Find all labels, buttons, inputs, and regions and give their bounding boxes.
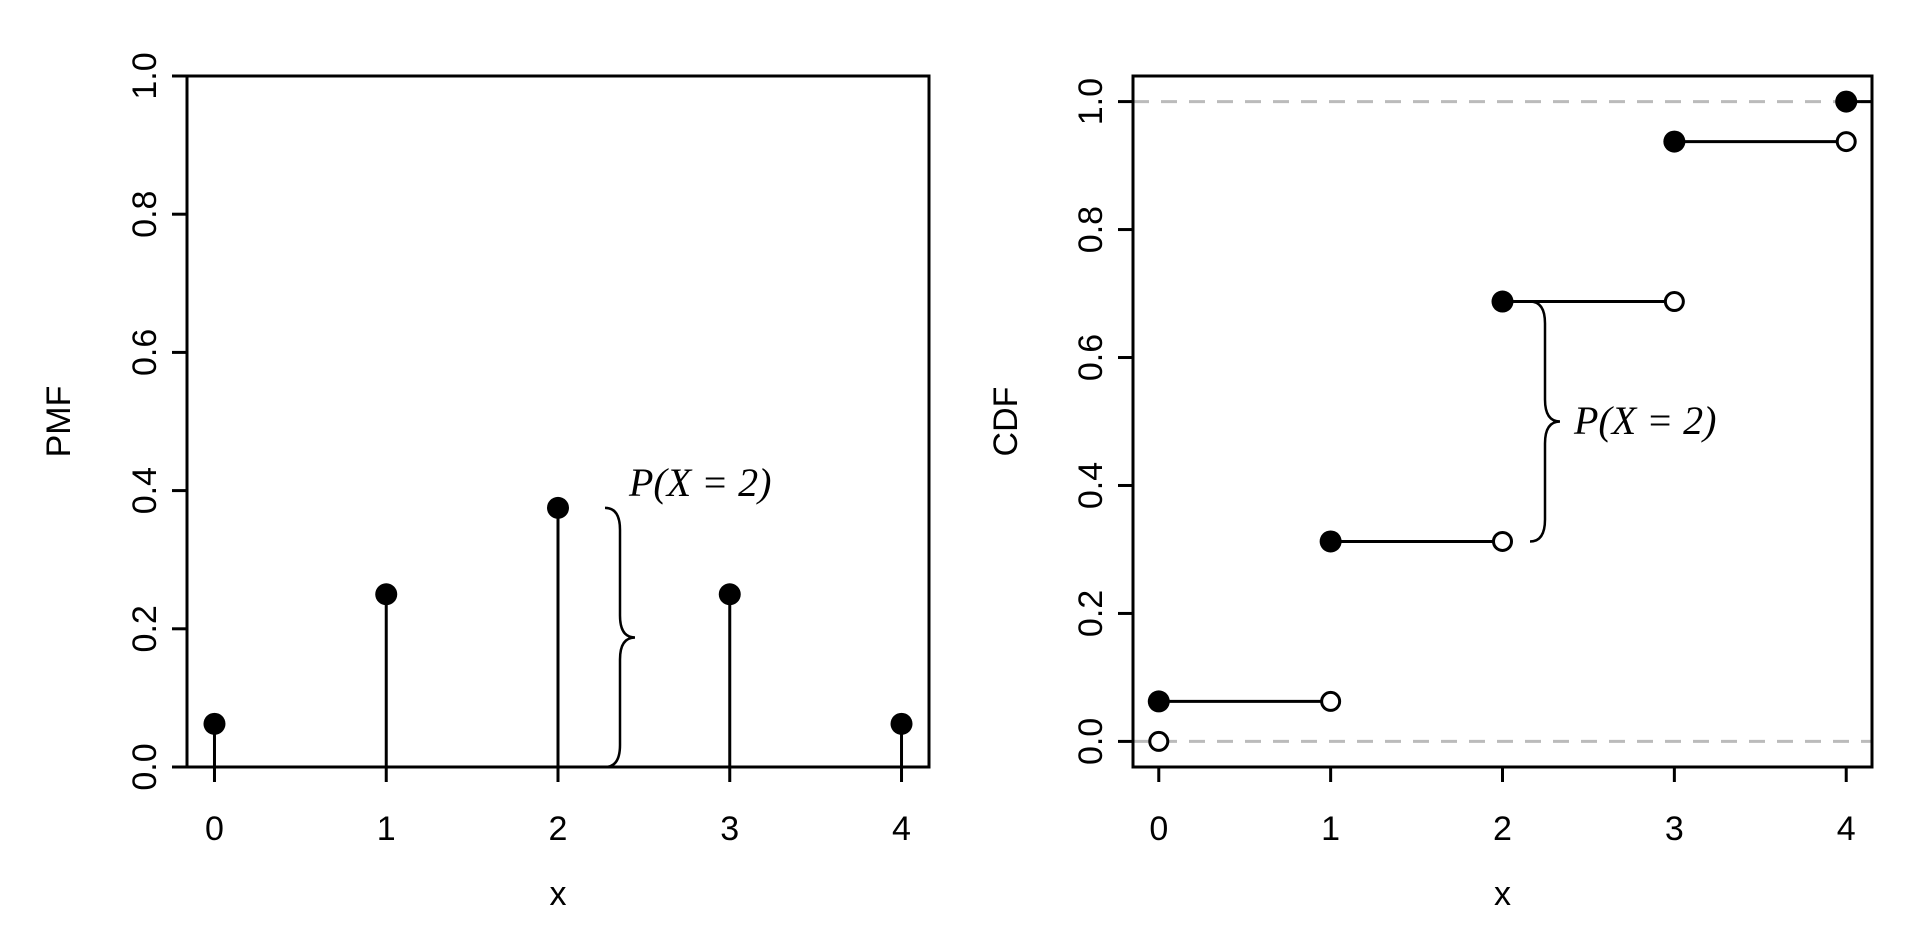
- open-point: [1835, 131, 1857, 153]
- y-tick-label: 0.4: [1072, 462, 1110, 509]
- y-tick-label: 1.0: [1072, 78, 1110, 125]
- point: [718, 583, 741, 606]
- y-tick-label: 0.6: [126, 329, 164, 376]
- x-tick-label: 2: [1493, 810, 1512, 848]
- annotation: P(X = 2): [1573, 398, 1717, 443]
- point: [890, 712, 913, 735]
- brace: [1529, 300, 1561, 543]
- y-tick-label: 0.2: [1072, 590, 1110, 637]
- open-point: [1148, 730, 1170, 752]
- y-tick-label: 1.0: [126, 52, 164, 99]
- y-tick-label: 0.0: [126, 743, 164, 790]
- x-tick-label: 3: [720, 810, 739, 848]
- y-tick-label: 0.8: [1072, 206, 1110, 253]
- x-tick-label: 2: [549, 810, 568, 848]
- brace: [604, 506, 636, 769]
- y-tick-label: 0.2: [126, 605, 164, 652]
- point: [1663, 130, 1686, 153]
- y-tick-label: 0.4: [126, 467, 164, 514]
- x-tick-label: 4: [1837, 810, 1856, 848]
- x-tick-label: 4: [892, 810, 911, 848]
- point: [375, 583, 398, 606]
- plot-box: [1131, 74, 1874, 769]
- point: [547, 496, 569, 519]
- point: [1319, 530, 1342, 553]
- point: [1835, 90, 1858, 113]
- annotation: P(X = 2): [628, 460, 772, 505]
- y-axis-label: CDF: [987, 387, 1025, 457]
- point: [203, 712, 226, 735]
- x-tick-label: 0: [205, 810, 224, 848]
- x-tick-label: 3: [1665, 810, 1684, 848]
- y-tick-label: 0.8: [126, 191, 164, 238]
- y-axis-label: PMF: [40, 386, 78, 458]
- x-axis-label: x: [550, 875, 567, 913]
- point: [1147, 690, 1170, 713]
- y-tick-label: 0.6: [1072, 334, 1110, 381]
- point: [1491, 290, 1514, 313]
- open-point: [1320, 690, 1342, 712]
- open-point: [1663, 291, 1685, 313]
- x-tick-label: 1: [1321, 810, 1340, 848]
- y-tick-label: 0.0: [1072, 718, 1110, 765]
- x-tick-label: 1: [377, 810, 396, 848]
- x-tick-label: 0: [1149, 810, 1168, 848]
- x-axis-label: x: [1494, 875, 1511, 913]
- open-point: [1492, 530, 1513, 552]
